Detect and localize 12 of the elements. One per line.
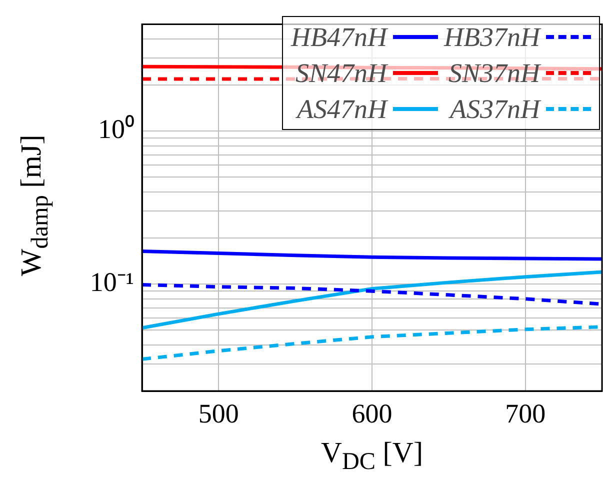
x-axis-title: V$_{DC}$ [V] [320,436,424,477]
x-tick-label: 700 [505,398,546,428]
y-tick-label: 10⁰ [98,114,134,144]
x-tick-label: 500 [198,398,239,428]
legend-label: HB47nH [291,21,387,54]
legend-label: HB37nH [444,21,540,54]
legend-label: SN47nH [294,57,387,90]
legend-label: SN37nH [447,57,540,90]
legend-label: AS47nH [294,93,387,126]
legend-label: AS37nH [448,93,540,126]
y-tick-label: 10⁻¹ [90,267,134,298]
x-tick-label: 600 [352,398,392,428]
